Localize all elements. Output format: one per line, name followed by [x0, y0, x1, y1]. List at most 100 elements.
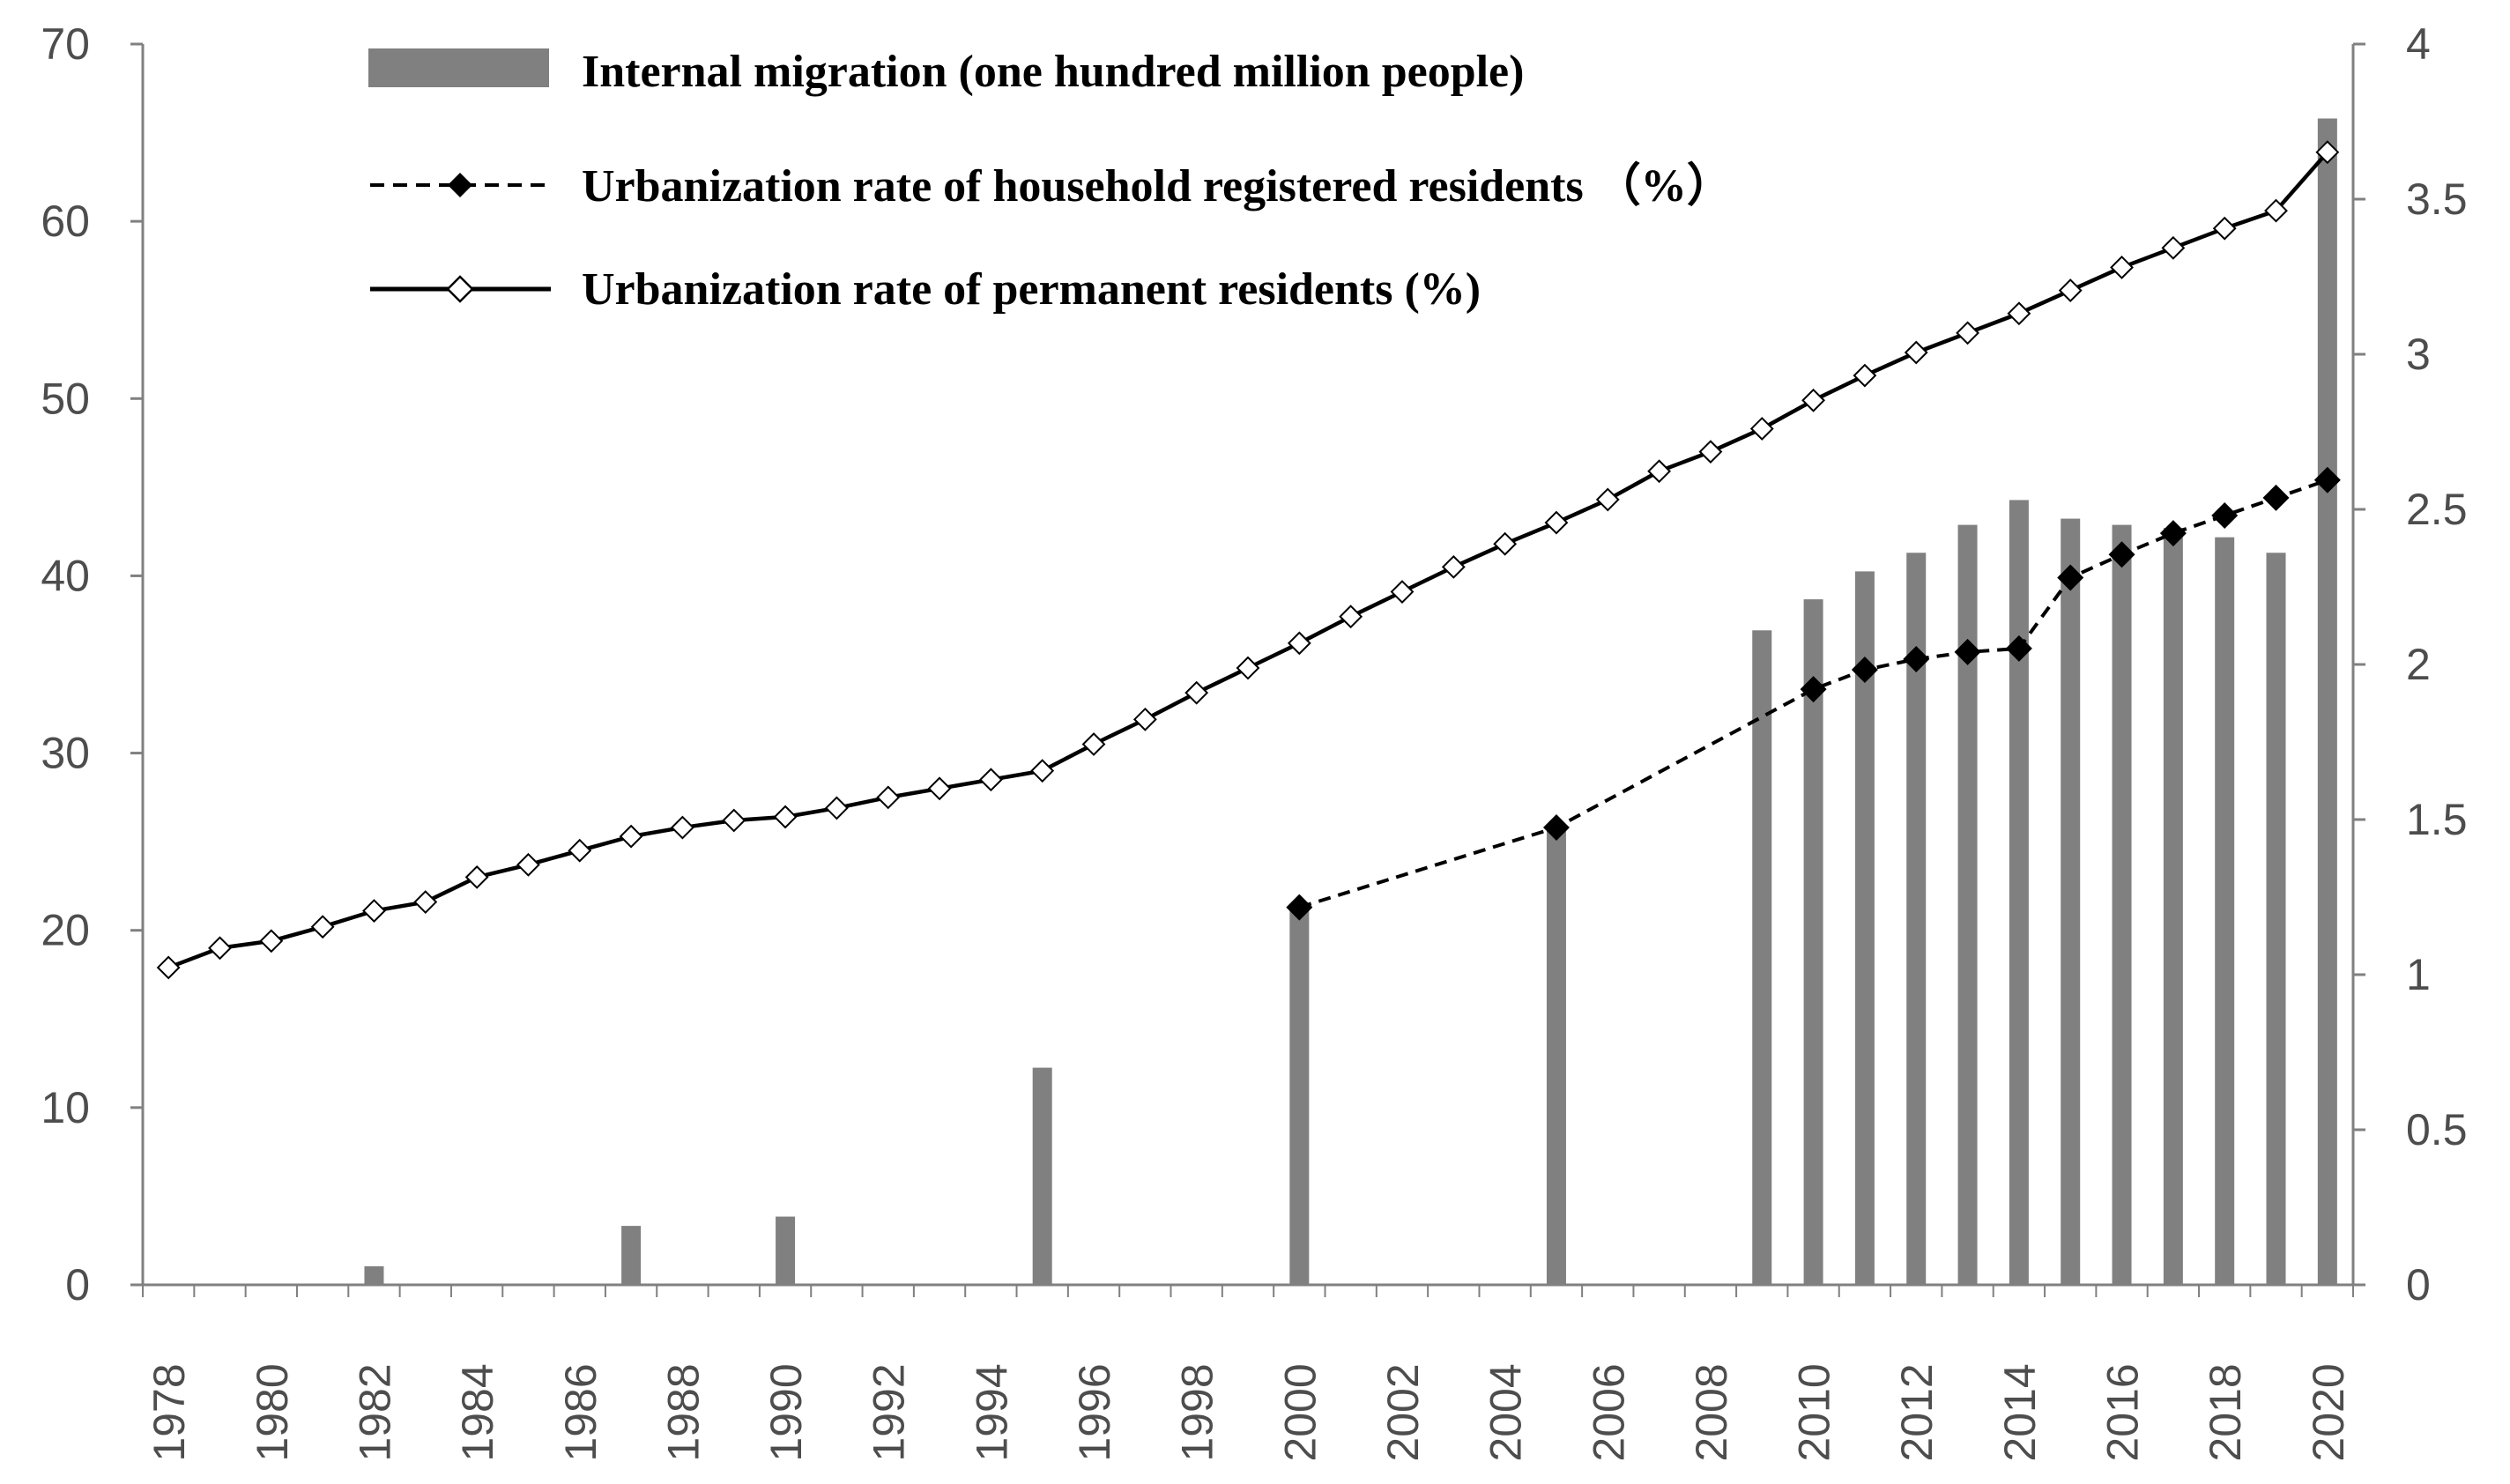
- x-tick-label: 1996: [1070, 1363, 1119, 1461]
- legend-label-permanent: Urbanization rate of permanent residents…: [582, 264, 1481, 315]
- migration-bar: [1803, 599, 1823, 1285]
- x-tick-label: 1984: [453, 1363, 502, 1461]
- x-tick-label: 1986: [556, 1363, 605, 1461]
- migration-bar: [621, 1226, 642, 1285]
- x-tick-label: 1982: [350, 1363, 399, 1461]
- x-tick-label: 2010: [1790, 1363, 1839, 1461]
- permanent-residents-marker: [722, 808, 746, 833]
- permanent-residents-marker: [1544, 510, 1569, 535]
- household-residents-marker: [1542, 814, 1570, 842]
- x-tick-label: 1990: [761, 1363, 811, 1461]
- migration-bar: [776, 1216, 796, 1285]
- permanent-residents-marker: [1081, 732, 1106, 756]
- migration-bar: [1854, 571, 1875, 1285]
- x-tick-label: 2008: [1687, 1363, 1736, 1461]
- legend-label-migration: Internal migration (one hundred million …: [582, 47, 1524, 97]
- x-tick-label: 1980: [248, 1363, 297, 1461]
- household-residents-marker: [1954, 638, 1981, 665]
- permanent-residents-marker: [1801, 388, 1825, 412]
- permanent-residents-marker: [824, 796, 849, 820]
- permanent-residents-marker: [208, 936, 232, 961]
- migration-bar: [1906, 553, 1927, 1285]
- axes: [130, 42, 2365, 1297]
- permanent-residents-marker: [2110, 256, 2134, 279]
- migration-bar: [2317, 118, 2337, 1286]
- household-residents-marker: [2313, 466, 2341, 493]
- right-y-tick-label: 1.5: [2406, 795, 2468, 844]
- permanent-residents-marker: [1132, 707, 1157, 731]
- x-tick-label: 2020: [2304, 1363, 2353, 1461]
- household-residents-marker: [2211, 502, 2239, 530]
- household-residents-marker: [1286, 894, 1313, 921]
- right-y-tick-label: 3: [2406, 330, 2431, 379]
- migration-bar: [2061, 518, 2081, 1285]
- household-residents-marker: [2057, 564, 2084, 591]
- line-series: [156, 140, 2341, 980]
- permanent-residents-marker: [568, 838, 592, 863]
- migration-bar: [1957, 524, 1978, 1285]
- migration-bar: [1546, 828, 1566, 1285]
- legend-entry-migration: Internal migration (one hundred million …: [368, 47, 1524, 97]
- permanent-residents-marker: [1956, 321, 1979, 345]
- permanent-residents-marker: [1749, 417, 1774, 441]
- left-y-tick-label: 50: [41, 374, 90, 423]
- left-y-tick-label: 40: [41, 551, 90, 600]
- migration-bar: [1032, 1067, 1052, 1285]
- migration-bar: [1752, 630, 1772, 1285]
- migration-bar: [364, 1265, 384, 1285]
- permanent-residents-marker: [1236, 656, 1260, 680]
- x-tick-label: 2000: [1275, 1363, 1325, 1461]
- right-y-tick-label: 2: [2406, 640, 2431, 689]
- permanent-residents-marker: [464, 864, 489, 889]
- household-residents-marker: [1851, 657, 1878, 684]
- permanent-residents-marker: [1184, 680, 1209, 705]
- household-residents-marker: [2005, 634, 2032, 662]
- left-y-tick-label: 70: [41, 19, 90, 69]
- permanent-residents-marker: [1904, 340, 1928, 365]
- legend-swatch-hollow-diamond-marker: [446, 275, 474, 303]
- permanent-residents-marker: [2007, 301, 2031, 326]
- legend-swatch-filled-diamond-marker: [448, 173, 472, 197]
- x-tick-label: 2016: [2098, 1363, 2148, 1461]
- right-y-tick-label: 4: [2406, 19, 2431, 69]
- left-y-tick-label: 30: [41, 729, 90, 778]
- x-tick-label: 2006: [1584, 1363, 1633, 1461]
- permanent-residents-marker: [413, 890, 438, 914]
- x-tick-label: 2012: [1892, 1363, 1942, 1461]
- legend-entry-permanent: Urbanization rate of permanent residents…: [370, 264, 1481, 315]
- bar-series: [364, 118, 2337, 1286]
- permanent-residents-marker: [156, 955, 181, 980]
- migration-bar: [2163, 528, 2183, 1285]
- household-residents-marker: [1903, 645, 1930, 672]
- x-tick-label: 1998: [1173, 1363, 1222, 1461]
- migration-bar: [2009, 500, 2029, 1285]
- left-y-tick-label: 60: [41, 197, 90, 246]
- x-tick-label: 2002: [1378, 1363, 1428, 1461]
- x-tick-label: 2018: [2201, 1363, 2250, 1461]
- permanent-residents-marker: [1390, 580, 1415, 604]
- household-residents-marker: [2108, 541, 2135, 568]
- permanent-residents-marker: [2161, 235, 2186, 260]
- x-tick-label: 1994: [967, 1363, 1016, 1461]
- left-y-tick-label: 20: [41, 906, 90, 955]
- x-tick-label: 1978: [145, 1363, 194, 1461]
- migration-bar: [2112, 524, 2132, 1285]
- permanent-residents-marker: [2058, 278, 2083, 303]
- permanent-residents-marker: [516, 852, 540, 877]
- x-tick-label: 2004: [1481, 1363, 1531, 1461]
- legend: Internal migration (one hundred million …: [368, 47, 1733, 315]
- permanent-residents-marker: [1030, 759, 1055, 783]
- legend-entry-household: Urbanization rate of household registere…: [370, 160, 1733, 211]
- permanent-residents-marker: [1853, 363, 1877, 388]
- permanent-residents-marker: [876, 785, 901, 810]
- right-y-tick-label: 1: [2406, 950, 2431, 999]
- migration-bar: [1289, 909, 1310, 1285]
- permanent-residents-marker: [671, 815, 694, 840]
- permanent-residents-marker: [1595, 487, 1620, 512]
- legend-swatch-bar: [368, 48, 549, 87]
- left-y-tick-label: 0: [65, 1260, 90, 1310]
- permanent-residents-marker: [1698, 440, 1723, 464]
- migration-bar: [2266, 553, 2286, 1285]
